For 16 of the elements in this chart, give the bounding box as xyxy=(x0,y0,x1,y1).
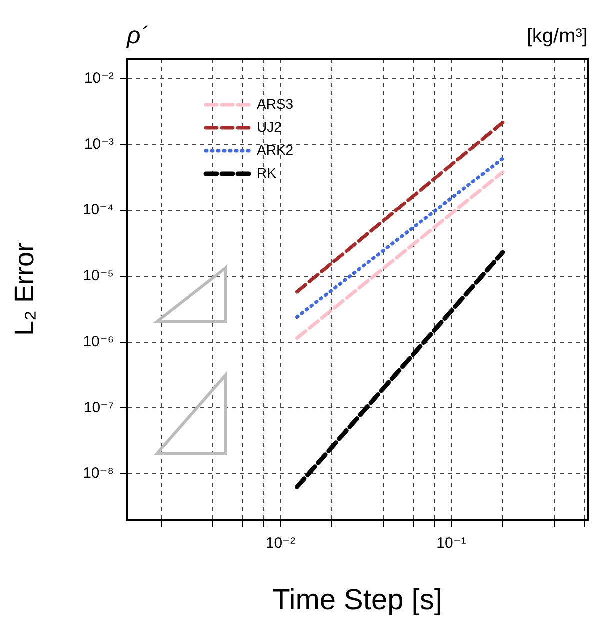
y-tick-label: 10⁻⁶ xyxy=(83,333,114,350)
x-tick-label: 10⁻¹ xyxy=(436,535,466,552)
y-axis-title: L₂ Error xyxy=(10,242,40,336)
y-tick-label: 10⁻⁴ xyxy=(82,202,114,219)
y-tick-label: 10⁻⁸ xyxy=(83,465,114,482)
y-tick-label: 10⁻⁷ xyxy=(84,399,114,416)
legend-label: UJ2 xyxy=(257,118,282,135)
x-axis-title: Time Step [s] xyxy=(272,584,442,617)
chart-subtitle: [kg/m³] xyxy=(526,26,588,48)
legend-label: RK xyxy=(257,164,278,181)
y-tick-label: 10⁻⁵ xyxy=(83,268,114,285)
legend-label: ARS3 xyxy=(257,96,294,112)
chart-title: ρ´ xyxy=(126,22,149,50)
y-tick-label: 10⁻² xyxy=(84,70,114,87)
legend-label: ARK2 xyxy=(257,142,294,158)
y-tick-label: 10⁻³ xyxy=(84,136,114,153)
